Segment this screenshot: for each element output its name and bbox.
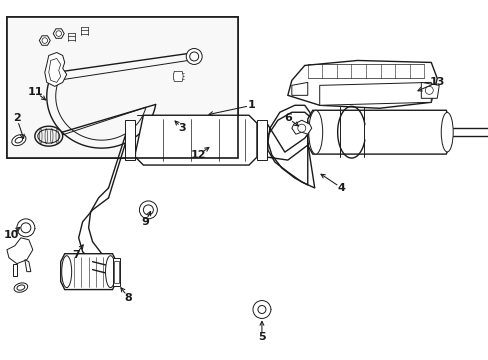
Polygon shape bbox=[45, 53, 66, 86]
Ellipse shape bbox=[15, 137, 22, 143]
Circle shape bbox=[143, 205, 153, 215]
Polygon shape bbox=[25, 260, 31, 272]
Ellipse shape bbox=[440, 112, 452, 152]
Polygon shape bbox=[307, 110, 450, 154]
Text: 2: 2 bbox=[13, 113, 20, 123]
Text: 8: 8 bbox=[124, 293, 132, 302]
Polygon shape bbox=[13, 264, 17, 276]
Polygon shape bbox=[287, 60, 436, 108]
Ellipse shape bbox=[35, 126, 62, 146]
Text: 5: 5 bbox=[258, 332, 265, 342]
Polygon shape bbox=[256, 120, 266, 160]
Circle shape bbox=[17, 219, 35, 237]
Text: 6: 6 bbox=[284, 113, 291, 123]
Circle shape bbox=[56, 31, 61, 36]
Text: 12: 12 bbox=[190, 150, 205, 160]
Text: 11: 11 bbox=[28, 87, 43, 97]
Polygon shape bbox=[125, 120, 135, 160]
Ellipse shape bbox=[189, 52, 198, 61]
Circle shape bbox=[297, 124, 305, 132]
Polygon shape bbox=[53, 29, 64, 38]
Bar bbox=[7, 17, 238, 158]
Polygon shape bbox=[173, 71, 183, 81]
Polygon shape bbox=[7, 238, 33, 264]
Ellipse shape bbox=[105, 256, 115, 288]
Polygon shape bbox=[112, 258, 120, 285]
Ellipse shape bbox=[61, 256, 72, 288]
Circle shape bbox=[139, 201, 157, 219]
Circle shape bbox=[425, 86, 432, 94]
Text: 7: 7 bbox=[72, 250, 80, 260]
Polygon shape bbox=[319, 82, 430, 105]
Bar bbox=[7, 17, 238, 158]
Bar bbox=[7, 17, 238, 158]
Polygon shape bbox=[49, 58, 61, 82]
Polygon shape bbox=[61, 254, 116, 289]
Ellipse shape bbox=[186, 49, 202, 64]
Ellipse shape bbox=[308, 110, 322, 154]
Circle shape bbox=[21, 223, 31, 233]
Polygon shape bbox=[113, 261, 119, 283]
Polygon shape bbox=[291, 120, 311, 134]
Circle shape bbox=[258, 306, 265, 314]
Text: 13: 13 bbox=[428, 77, 444, 87]
Polygon shape bbox=[291, 82, 307, 95]
Text: 3: 3 bbox=[178, 123, 185, 133]
Polygon shape bbox=[39, 36, 50, 45]
Text: 9: 9 bbox=[141, 217, 149, 227]
Text: 10: 10 bbox=[3, 230, 19, 240]
Text: 4: 4 bbox=[337, 183, 345, 193]
Ellipse shape bbox=[12, 135, 26, 146]
Circle shape bbox=[42, 38, 47, 43]
Ellipse shape bbox=[17, 285, 25, 290]
Ellipse shape bbox=[14, 283, 28, 292]
Ellipse shape bbox=[38, 129, 60, 143]
Polygon shape bbox=[421, 82, 438, 98]
Polygon shape bbox=[135, 115, 256, 165]
Circle shape bbox=[252, 301, 270, 319]
Text: 1: 1 bbox=[247, 100, 255, 110]
